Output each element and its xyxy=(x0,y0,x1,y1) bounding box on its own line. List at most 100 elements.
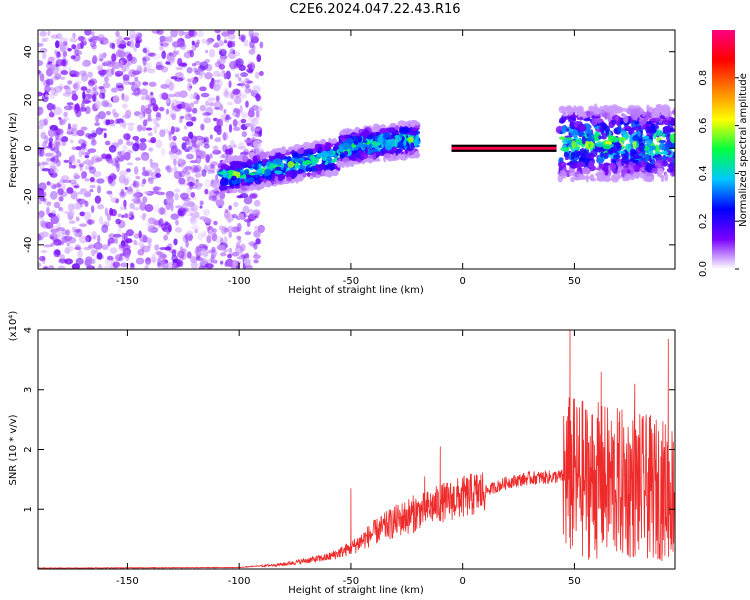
spectrogram-cell xyxy=(587,143,592,149)
spectrogram-cell xyxy=(246,80,253,84)
spectrogram-cell xyxy=(62,50,68,57)
spectrogram-cell xyxy=(616,107,622,114)
spectrogram-cell xyxy=(185,153,194,160)
spectrogram-cell xyxy=(130,183,139,187)
spectrogram-cell xyxy=(38,212,43,218)
spectrogram-cell xyxy=(43,118,49,126)
spectrogram-cell xyxy=(254,172,261,176)
spectrogram-cell xyxy=(59,133,64,141)
spectrogram-cell xyxy=(603,107,613,113)
spectrogram-cell xyxy=(576,161,586,167)
spectrogram-cell xyxy=(201,169,207,177)
spectrogram-cell xyxy=(178,30,184,37)
spectrogram-cell xyxy=(74,184,81,189)
spectrogram-cell xyxy=(229,188,233,193)
spectrogram-cell xyxy=(217,171,227,175)
spectrogram-cell xyxy=(97,204,105,210)
spectrogram-cell xyxy=(77,191,85,195)
snr-y-tick-label: 2 xyxy=(23,446,34,452)
spectrogram-cell xyxy=(148,52,156,57)
spectrogram-cell xyxy=(224,148,232,156)
spectrogram-cell xyxy=(118,174,126,184)
spectrogram-cell xyxy=(68,179,77,185)
spectrogram-cell xyxy=(43,200,52,205)
spectrogram-cell xyxy=(191,225,200,231)
spectrogram-cell xyxy=(184,136,190,141)
spectrogram-cell xyxy=(74,246,81,251)
spectrogram-cell xyxy=(147,228,157,232)
spectrogram-cell xyxy=(69,37,78,43)
spectrogram-cell xyxy=(164,246,172,251)
spectrogram-cell xyxy=(135,32,142,38)
spectrogram-cell xyxy=(128,262,132,266)
spectrogram-cell xyxy=(175,219,179,226)
spectrogram-cell xyxy=(232,126,241,131)
spectrogram-cell xyxy=(78,163,84,168)
spectrogram-cell xyxy=(85,256,93,263)
spectrogram-cell xyxy=(92,170,102,178)
spectrogram-cell xyxy=(81,71,86,77)
spectrogram-cell xyxy=(243,169,250,176)
spectrogram-cell xyxy=(147,217,156,225)
spectrogram-cell xyxy=(634,171,640,180)
spectrogram-cell xyxy=(248,30,254,38)
spectrogram-cell xyxy=(73,50,83,56)
spectrogram-cell xyxy=(113,112,120,118)
spectrogram-cell xyxy=(111,108,117,115)
spectrogram-cell xyxy=(96,37,103,42)
snr-x-tick-label: -150 xyxy=(116,576,139,587)
spectrogram-cell xyxy=(199,200,204,206)
spectrogram-cell xyxy=(189,215,198,225)
spectrogram-cell xyxy=(66,187,74,194)
spectrogram-cell xyxy=(236,83,245,87)
spectrogram-cell xyxy=(187,82,193,92)
spectrogram-cell xyxy=(53,201,61,209)
spectrogram-cell xyxy=(87,244,96,249)
spectrogram-cell xyxy=(153,105,159,112)
spectrogram-cell xyxy=(145,94,150,101)
spectrogram-cell xyxy=(119,194,125,199)
spectrogram-cell xyxy=(250,33,254,42)
spectrogram-cell xyxy=(53,145,60,153)
spectrogram-cell xyxy=(148,81,157,87)
spectrogram-cell xyxy=(162,39,170,48)
spectrogram-cell xyxy=(177,58,183,66)
spectrogram-cell xyxy=(233,201,239,208)
spectrogram-cell xyxy=(79,223,88,227)
spectrogram-cell xyxy=(77,159,81,164)
spectrogram-cell xyxy=(161,50,167,60)
spectrogram-cell xyxy=(70,127,79,137)
spectrogram-cell xyxy=(143,62,152,72)
spectrogram-cell xyxy=(190,256,198,264)
spectrogram-cell xyxy=(239,243,246,252)
spectrogram-cell xyxy=(132,207,140,211)
spectrogram-cell xyxy=(212,149,222,155)
spectrogram-cell xyxy=(168,249,177,254)
spectrogram-cell xyxy=(134,139,140,148)
spectrogram-cell xyxy=(121,232,126,241)
spectrogram-cell xyxy=(246,68,254,73)
spectrogram-cell xyxy=(127,125,134,132)
spectrogram-cell xyxy=(134,242,142,246)
spectrogram-cell xyxy=(199,205,203,209)
spectrogram-cell xyxy=(84,178,90,182)
spectrogram-cell xyxy=(102,265,112,269)
spectrogram-cell xyxy=(58,83,64,90)
spectrogram-cell xyxy=(223,87,230,94)
spectrogram-cell xyxy=(181,142,187,150)
spectrogram-cell xyxy=(414,140,421,145)
spectrogram-cell xyxy=(647,145,657,151)
spectrogram-cell xyxy=(139,138,147,143)
spectrogram-cell xyxy=(100,53,106,59)
spectrogram-cell xyxy=(200,123,205,131)
spectrogram-cell xyxy=(279,147,287,155)
spectrogram-cell xyxy=(173,238,178,246)
spectrogram-cell xyxy=(396,141,406,149)
spectrogram-cell xyxy=(251,32,260,37)
spectrogram-cell xyxy=(99,58,104,62)
spectrogram-cell xyxy=(254,131,261,138)
spectrogram-x-tick-label: -100 xyxy=(228,276,251,287)
spectrogram-cell xyxy=(80,144,85,151)
spectrogram-cell xyxy=(210,248,218,258)
spectrogram-cell xyxy=(120,262,129,268)
